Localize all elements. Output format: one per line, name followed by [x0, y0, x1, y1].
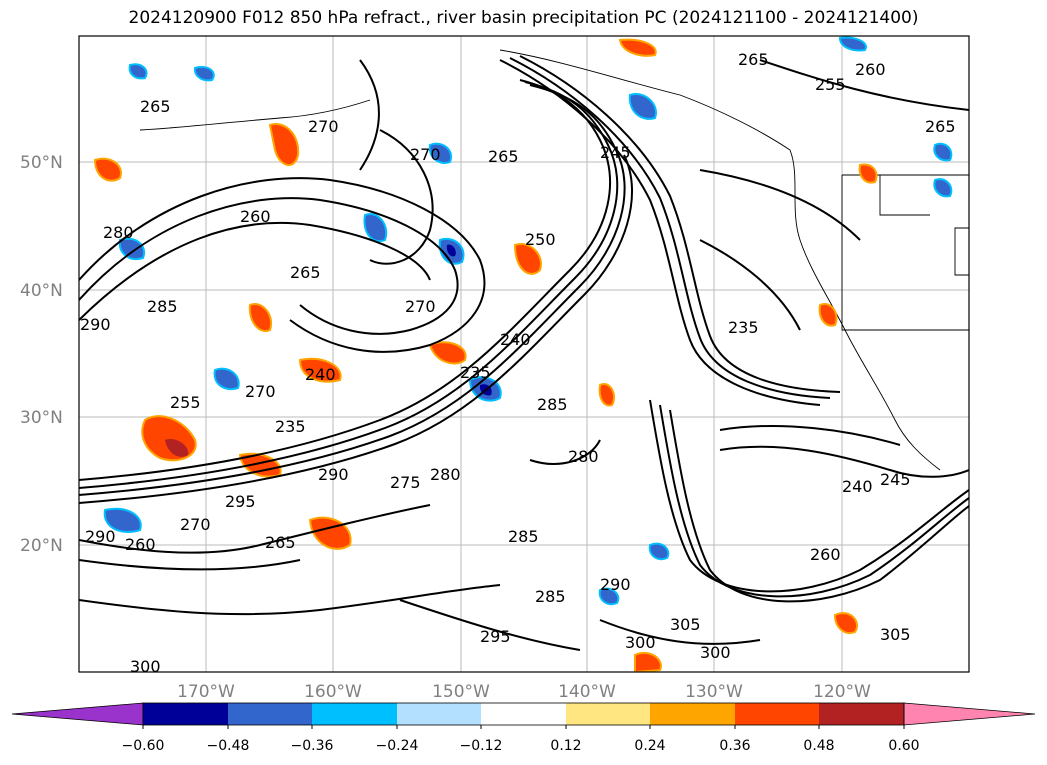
contour-label: 270: [405, 297, 436, 316]
contour-label: 295: [225, 492, 256, 511]
contour-label: 270: [410, 145, 441, 164]
contour-label: 290: [318, 465, 349, 484]
colorbar-tick: 0.36: [719, 738, 750, 754]
colorbar-segment: [397, 703, 481, 725]
contour-label: 260: [810, 545, 841, 564]
contour-label: 255: [170, 393, 201, 412]
lat-label: 40°N: [20, 281, 63, 301]
lon-label: 150°W: [432, 682, 490, 702]
contour-label: 255: [815, 75, 846, 94]
colorbar-tick: 0.48: [803, 738, 834, 754]
colorbar-extend-right: [903, 702, 1036, 726]
lon-label: 130°W: [685, 682, 743, 702]
colorbar-tick: 0.12: [550, 738, 581, 754]
contour-label: 280: [568, 447, 599, 466]
colorbar: −0.60 −0.48 −0.36 −0.24 −0.12 0.12 0.24 …: [11, 702, 1036, 754]
contour-label: 250: [525, 230, 556, 249]
colorbar-segment: [819, 703, 904, 725]
lon-label: 120°W: [813, 682, 871, 702]
colorbar-segment: [228, 703, 312, 725]
colorbar-tick: −0.60: [122, 738, 165, 754]
colorbar-segment: [312, 703, 397, 725]
contour-label: 235: [275, 417, 306, 436]
contour-label: 300: [625, 633, 656, 652]
contour-label: 290: [80, 315, 111, 334]
colorbar-extend-left: [11, 702, 144, 726]
colorbar-tick: 0.24: [634, 738, 665, 754]
contour-label: 270: [308, 117, 339, 136]
contour-label: 270: [180, 515, 211, 534]
contour-label: 300: [700, 643, 731, 662]
contour-label: 285: [537, 395, 568, 414]
colorbar-segment: [735, 703, 819, 725]
map-frame: [78, 35, 970, 673]
contour-label: 280: [430, 465, 461, 484]
colorbar-tick: −0.36: [291, 738, 334, 754]
colorbar-segment: [143, 703, 228, 725]
contour-label: 240: [500, 330, 531, 349]
contour-label: 265: [925, 117, 956, 136]
contour-label: 265: [140, 97, 171, 116]
contour-label: 305: [670, 615, 701, 634]
contour-label: 285: [147, 297, 178, 316]
contour-label: 240: [305, 365, 336, 384]
contour-label: 290: [600, 575, 631, 594]
lat-label: 50°N: [20, 153, 63, 173]
contour-label: 265: [738, 50, 769, 69]
contour-label: 245: [880, 470, 911, 489]
chart-title: 2024120900 F012 850 hPa refract., river …: [128, 8, 919, 28]
lat-label: 30°N: [20, 408, 63, 428]
contour-label: 235: [460, 363, 491, 382]
lon-label: 170°W: [177, 682, 235, 702]
contour-label: 260: [125, 535, 156, 554]
contour-label: 285: [508, 527, 539, 546]
contour-label: 275: [390, 473, 421, 492]
contour-label: 270: [245, 382, 276, 401]
map-area: [79, 36, 969, 672]
colorbar-segment: [481, 703, 566, 725]
contour-label: 240: [842, 477, 873, 496]
latitude-labels: 50°N 40°N 30°N 20°N: [20, 153, 63, 556]
colorbar-tick: −0.48: [207, 738, 250, 754]
contour-label-group: 265 270 265 270 260 280 285 290 250 270 …: [80, 50, 956, 676]
contour-label: 265: [290, 263, 321, 282]
lon-label: 140°W: [558, 682, 616, 702]
contour-label: 245: [600, 143, 631, 162]
contour-label: 280: [103, 223, 134, 242]
colorbar-tick: −0.12: [460, 738, 503, 754]
colorbar-tick: −0.24: [376, 738, 419, 754]
contour-label: 265: [488, 147, 519, 166]
gridlines: [79, 36, 969, 672]
colorbar-segment: [650, 703, 735, 725]
longitude-labels: 170°W 160°W 150°W 140°W 130°W 120°W: [177, 682, 871, 702]
contour-label: 300: [130, 657, 161, 676]
colorbar-segment: [566, 703, 650, 725]
contour-label: 305: [880, 625, 911, 644]
colorbar-tick: 0.60: [888, 738, 919, 754]
lat-label: 20°N: [20, 536, 63, 556]
lon-label: 160°W: [304, 682, 362, 702]
contour-label: 260: [855, 60, 886, 79]
contour-lines: [79, 55, 969, 651]
contour-label: 290: [85, 527, 116, 546]
contour-label: 285: [535, 587, 566, 606]
contour-label: 235: [728, 318, 759, 337]
contour-label: 295: [480, 627, 511, 646]
contour-label: 260: [240, 207, 271, 226]
contour-label: 265: [265, 533, 296, 552]
